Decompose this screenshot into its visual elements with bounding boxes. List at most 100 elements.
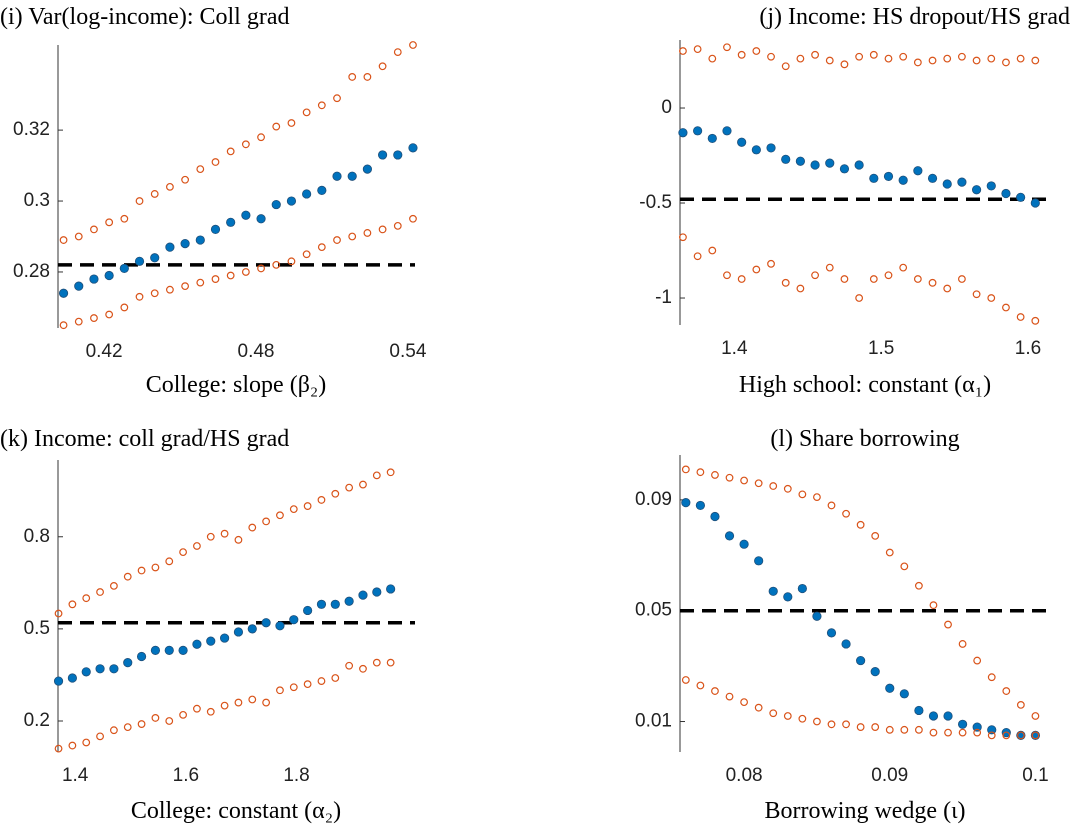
filled-point <box>943 711 953 721</box>
open-point <box>82 594 91 603</box>
open-point <box>754 703 763 712</box>
filled-point <box>104 270 114 281</box>
open-point <box>842 720 850 729</box>
open-point <box>241 268 250 276</box>
open-point <box>769 482 778 490</box>
filled-point <box>839 164 850 174</box>
filled-point <box>957 719 968 729</box>
open-point <box>798 714 807 723</box>
open-point <box>681 676 690 684</box>
open-point <box>987 731 996 740</box>
filled-point <box>928 711 939 721</box>
filled-point <box>377 150 388 160</box>
open-point <box>899 52 908 61</box>
y-tick-label: 0 <box>661 97 672 118</box>
filled-point <box>986 181 996 191</box>
x-tick-label: 0.54 <box>389 341 426 362</box>
open-point <box>900 725 909 734</box>
filled-point <box>330 599 340 609</box>
open-point <box>289 683 298 692</box>
open-point <box>884 271 893 280</box>
open-point <box>899 263 908 272</box>
filled-point <box>271 199 281 210</box>
filled-point <box>317 185 327 196</box>
open-point <box>958 52 966 61</box>
y-tick-label: 0.2 <box>24 710 50 731</box>
open-point <box>123 572 132 581</box>
filled-point <box>180 238 190 249</box>
subplot-title: (i) Var(log-income): Coll grad <box>0 4 289 30</box>
open-point <box>165 717 174 725</box>
open-point <box>196 278 205 287</box>
open-point <box>317 101 326 110</box>
open-point <box>193 542 201 550</box>
open-point <box>825 56 834 65</box>
filled-point <box>81 667 91 677</box>
filled-point <box>164 645 174 655</box>
filled-point <box>681 498 691 508</box>
open-point <box>840 275 849 283</box>
open-point <box>179 710 187 719</box>
open-point <box>740 698 748 707</box>
subplot-title: (l) Share borrowing <box>770 426 959 452</box>
filled-point <box>899 689 909 699</box>
filled-point <box>256 214 266 224</box>
filled-point <box>192 639 202 649</box>
open-point <box>348 232 357 241</box>
x-tick-label: 1.4 <box>721 338 748 359</box>
filled-point <box>707 133 717 144</box>
open-point <box>181 282 190 291</box>
open-point <box>226 271 235 280</box>
open-point <box>120 214 129 223</box>
open-point <box>179 548 187 557</box>
open-point <box>90 314 98 322</box>
open-point <box>681 465 690 474</box>
open-point <box>929 601 938 610</box>
open-point <box>973 656 982 665</box>
filled-point <box>870 667 880 677</box>
open-point <box>90 225 98 234</box>
subplot: (j) Income: HS dropout/HS grad High schoo… <box>639 4 1070 398</box>
open-point <box>287 257 296 266</box>
open-point <box>1031 56 1040 65</box>
open-point <box>693 45 702 54</box>
open-point <box>363 73 372 81</box>
open-point <box>193 704 201 713</box>
open-point <box>166 182 174 191</box>
open-point <box>211 275 220 283</box>
filled-point <box>972 722 982 732</box>
open-point <box>855 52 864 61</box>
x-tick-label: 0.1 <box>1022 765 1048 786</box>
open-point <box>869 50 878 59</box>
open-point <box>796 54 805 63</box>
open-point <box>783 484 792 493</box>
open-point <box>943 284 952 293</box>
filled-point <box>812 611 822 621</box>
open-point <box>211 158 220 166</box>
filled-point <box>1001 188 1011 199</box>
open-point <box>913 58 922 67</box>
x-tick-label: 1.5 <box>868 338 894 359</box>
open-point <box>769 709 778 718</box>
filled-point <box>957 177 967 187</box>
y-tick-label: 0.3 <box>24 190 50 211</box>
open-point <box>972 290 981 299</box>
filled-point <box>344 596 354 606</box>
open-point <box>372 471 381 480</box>
filled-point <box>826 628 837 638</box>
open-point <box>206 532 215 541</box>
filled-point <box>971 185 982 195</box>
filled-point <box>810 160 820 170</box>
open-point <box>856 520 865 529</box>
filled-point <box>109 664 119 674</box>
open-point <box>150 190 159 198</box>
y-tick-label: 0.5 <box>24 618 50 639</box>
open-point <box>59 321 68 330</box>
open-point <box>781 278 790 287</box>
open-point <box>82 738 91 747</box>
open-point <box>987 54 996 63</box>
open-point <box>840 60 849 69</box>
filled-point <box>241 210 251 220</box>
open-point <box>696 681 705 690</box>
open-point <box>333 236 341 244</box>
